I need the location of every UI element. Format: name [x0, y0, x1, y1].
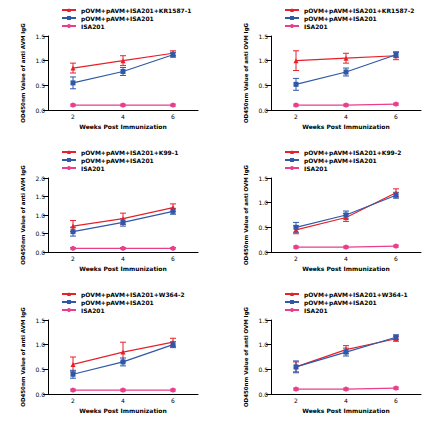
svg-text:pOVM+pAVM+ISA201+W364-2: pOVM+pAVM+ISA201+W364-2 — [81, 291, 185, 299]
svg-text:pOVM+pAVM+ISA201: pOVM+pAVM+ISA201 — [304, 15, 377, 23]
svg-text:2.0: 2.0 — [35, 175, 45, 182]
svg-text:4: 4 — [121, 255, 125, 262]
svg-text:OD450nm Value of anti AVM IgG: OD450nm Value of anti AVM IgG — [20, 307, 27, 407]
svg-text:Weeks Post Immunization: Weeks Post Immunization — [79, 407, 166, 414]
svg-text:0.5: 0.5 — [258, 366, 268, 373]
svg-text:pOVM+pAVM+ISA201+K99-2: pOVM+pAVM+ISA201+K99-2 — [304, 149, 401, 157]
svg-text:pOVM+pAVM+ISA201: pOVM+pAVM+ISA201 — [81, 299, 154, 307]
svg-text:pOVM+pAVM+ISA201: pOVM+pAVM+ISA201 — [304, 157, 377, 165]
svg-text:pOVM+pAVM+ISA201+KR1587-2: pOVM+pAVM+ISA201+KR1587-2 — [304, 7, 414, 15]
svg-text:Weeks Post Immunization: Weeks Post Immunization — [302, 407, 389, 414]
svg-text:0.0: 0.0 — [258, 391, 268, 398]
svg-text:ISA201: ISA201 — [304, 307, 328, 314]
svg-text:0.5: 0.5 — [35, 366, 45, 373]
svg-text:1.0: 1.0 — [35, 212, 45, 219]
svg-text:1.5: 1.5 — [258, 175, 268, 182]
svg-text:1.5: 1.5 — [35, 317, 45, 324]
svg-text:1.5: 1.5 — [35, 193, 45, 200]
svg-text:1.0: 1.0 — [258, 341, 268, 348]
svg-text:0.5: 0.5 — [35, 230, 45, 237]
svg-text:OD450nm Value of anti OVM IgG: OD450nm Value of anti OVM IgG — [243, 164, 250, 265]
svg-text:1.5: 1.5 — [258, 317, 268, 324]
svg-text:pOVM+pAVM+ISA201: pOVM+pAVM+ISA201 — [304, 299, 377, 307]
svg-text:2: 2 — [71, 255, 75, 262]
svg-text:6: 6 — [394, 255, 398, 262]
svg-text:6: 6 — [394, 397, 398, 404]
svg-text:0.0: 0.0 — [35, 107, 45, 114]
svg-text:4: 4 — [344, 113, 348, 120]
svg-text:OD450nm Value of anti AVM IgG: OD450nm Value of anti AVM IgG — [20, 23, 27, 123]
svg-text:1.0: 1.0 — [35, 57, 45, 64]
svg-text:ISA201: ISA201 — [81, 165, 105, 172]
svg-text:ISA201: ISA201 — [304, 165, 328, 172]
svg-text:0.0: 0.0 — [35, 249, 45, 256]
svg-text:6: 6 — [171, 397, 175, 404]
svg-text:0.5: 0.5 — [258, 82, 268, 89]
svg-text:0.0: 0.0 — [258, 107, 268, 114]
svg-text:pOVM+pAVM+ISA201: pOVM+pAVM+ISA201 — [81, 15, 154, 23]
svg-text:ISA201: ISA201 — [81, 307, 105, 314]
svg-text:2: 2 — [294, 113, 298, 120]
svg-text:2: 2 — [294, 255, 298, 262]
svg-text:pOVM+pAVM+ISA201+W364-1: pOVM+pAVM+ISA201+W364-1 — [304, 291, 408, 299]
svg-text:6: 6 — [171, 255, 175, 262]
svg-text:0.0: 0.0 — [35, 391, 45, 398]
svg-text:2: 2 — [294, 397, 298, 404]
svg-text:1.0: 1.0 — [258, 57, 268, 64]
svg-text:Weeks Post Immunization: Weeks Post Immunization — [302, 265, 389, 272]
svg-text:4: 4 — [121, 113, 125, 120]
svg-text:1.5: 1.5 — [35, 33, 45, 40]
svg-text:4: 4 — [344, 397, 348, 404]
svg-text:Weeks Post Immunization: Weeks Post Immunization — [79, 123, 166, 130]
svg-text:4: 4 — [344, 255, 348, 262]
svg-text:pOVM+pAVM+ISA201+KR1587-1: pOVM+pAVM+ISA201+KR1587-1 — [81, 7, 191, 15]
svg-text:OD450nm Value of anti AVM IgG: OD450nm Value of anti AVM IgG — [20, 165, 27, 265]
svg-text:OD450nm Value of anti OVM IgG: OD450nm Value of anti OVM IgG — [243, 306, 250, 407]
svg-text:0.5: 0.5 — [258, 224, 268, 231]
svg-text:pOVM+pAVM+ISA201: pOVM+pAVM+ISA201 — [81, 157, 154, 165]
svg-text:2: 2 — [71, 397, 75, 404]
svg-text:4: 4 — [121, 397, 125, 404]
svg-text:ISA201: ISA201 — [304, 23, 328, 30]
svg-text:Weeks Post Immunization: Weeks Post Immunization — [79, 265, 166, 272]
svg-text:ISA201: ISA201 — [81, 23, 105, 30]
svg-text:1.0: 1.0 — [258, 199, 268, 206]
svg-text:2: 2 — [71, 113, 75, 120]
svg-text:Weeks Post Immunization: Weeks Post Immunization — [302, 123, 389, 130]
svg-text:6: 6 — [394, 113, 398, 120]
svg-text:pOVM+pAVM+ISA201+K99-1: pOVM+pAVM+ISA201+K99-1 — [81, 149, 178, 157]
svg-text:0.5: 0.5 — [35, 82, 45, 89]
svg-text:1.0: 1.0 — [35, 341, 45, 348]
svg-text:0.0: 0.0 — [258, 249, 268, 256]
svg-text:OD450nm Value of anti OVM IgG: OD450nm Value of anti OVM IgG — [243, 22, 250, 123]
svg-text:6: 6 — [171, 113, 175, 120]
svg-text:1.5: 1.5 — [258, 33, 268, 40]
